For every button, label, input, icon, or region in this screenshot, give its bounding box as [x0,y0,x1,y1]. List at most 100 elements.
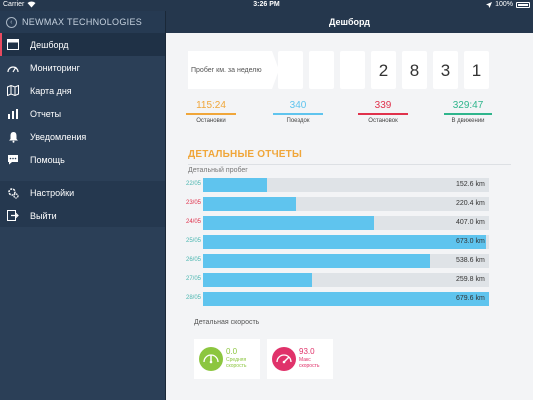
stat-value: 339 [374,100,392,111]
mileage-value: 679.6 km [456,295,485,302]
map-icon [7,85,19,97]
sidebar-secondary-group: Настройки Выйти [0,181,165,227]
mileage-row[interactable]: 22/05 152.6 km [186,178,489,192]
chat-icon [7,154,19,166]
sidebar-item-reports[interactable]: Отчеты [0,102,165,125]
mileage-date: 22/05 [186,181,202,187]
mileage-date: 23/05 [186,200,202,206]
sidebar-item-monitoring[interactable]: Мониторинг [0,56,165,79]
gauge-label: Макс скорость [299,357,319,369]
sidebar-item-settings[interactable]: Настройки [0,181,165,204]
back-icon[interactable]: ‹ [6,16,17,28]
mileage-bar [203,273,313,287]
sidebar-item-label: Выйти [30,210,57,221]
sidebar-item-label: Карта дня [30,85,72,96]
gauge-label-line: Средняя [226,357,247,363]
mileage-value: 673.0 km [456,238,485,245]
company-name: NEWMAX TECHNOLOGIES [22,17,143,27]
speedometer-icon [199,347,223,371]
location-icon [486,1,493,8]
mileage-date: 28/05 [186,295,202,301]
sidebar-item-label: Дешборд [30,39,69,50]
mileage-date: 24/05 [186,219,202,225]
odometer-label: Пробег км. за неделю [188,51,272,89]
stat-value: 340 [289,100,307,111]
monitoring-icon [7,62,19,74]
stat-underline [273,113,323,115]
wifi-icon [27,1,36,8]
gauge-value: 0.0 [226,347,238,356]
odometer-label-arrow [272,51,279,89]
sidebar-item-label: Уведомления [30,131,87,142]
stat-value: 115:24 [196,100,226,111]
menu-separator [0,171,165,181]
gauge-label-line: Макс [299,357,311,363]
page-title: Дешборд [166,11,533,33]
status-time: 3:26 PM [253,1,280,8]
battery-icon [516,1,530,8]
gauge-label-line: скорость [299,363,320,369]
stat-label: Остановки [196,118,226,124]
odometer-digit: 1 [464,51,489,89]
speedometer-icon [272,347,296,371]
gear-icon [7,187,19,199]
max-speed-card[interactable]: 93.0 Макс скорость [267,339,333,379]
dashboard-icon [7,39,19,51]
mileage-row[interactable]: 25/05 673.0 km [186,235,489,249]
stat-stops-count: 339 Остановок [358,100,408,124]
stat-underline [358,113,408,115]
mileage-value: 407.0 km [456,219,485,226]
gauge-label-line: скорость [226,363,247,369]
stat-underline [444,113,492,115]
carrier-label: Carrier [3,1,25,8]
avg-speed-card[interactable]: 0.0 Средняя скорость [194,339,260,379]
divider [188,164,511,165]
stat-trips: 340 Поездок [273,100,323,124]
status-bar: Carrier 3:26 PM 100% [0,0,533,11]
odometer-digit [340,51,365,89]
sidebar-item-dashboard[interactable]: Дешборд [0,33,165,56]
odometer-digit: 3 [433,51,458,89]
odometer-digit: 2 [371,51,396,89]
battery-label: 100% [495,1,513,8]
stat-value: 329:47 [452,100,484,111]
sidebar-item-help[interactable]: Помощь [0,148,165,171]
mileage-bar [203,216,375,230]
sidebar-item-logout[interactable]: Выйти [0,204,165,227]
mileage-bar [203,254,430,268]
mileage-row[interactable]: 28/05 679.6 km [186,292,489,306]
mileage-bar [203,235,487,249]
gauge-value: 93.0 [299,347,315,356]
mileage-row[interactable]: 27/05 259.8 km [186,273,489,287]
mileage-date: 25/05 [186,238,202,244]
bell-icon [7,131,19,143]
mileage-date: 26/05 [186,257,202,263]
sidebar-item-notifications[interactable]: Уведомления [0,125,165,148]
detailed-mileage-title: Детальный пробег [188,167,248,174]
odometer-digit [309,51,334,89]
stat-label: Остановок [368,118,398,124]
odometer-digit: 8 [402,51,427,89]
mileage-bar [203,178,268,192]
mileage-row[interactable]: 26/05 538.6 km [186,254,489,268]
sidebar-item-label: Настройки [30,187,75,198]
sidebar: ‹ NEWMAX TECHNOLOGIES Дешборд Мониторинг… [0,11,166,400]
gauge-label: Средняя скорость [226,357,246,369]
detailed-speed-title: Детальная скорость [194,319,260,326]
detailed-reports-title: ДЕТАЛЬНЫЕ ОТЧЕТЫ [188,149,302,160]
mileage-track [203,178,489,192]
logout-icon [7,210,19,222]
sidebar-item-day-map[interactable]: Карта дня [0,79,165,102]
reports-icon [7,108,19,120]
sidebar-item-label: Помощь [30,154,65,165]
mileage-value: 538.6 km [456,257,485,264]
mileage-row[interactable]: 23/05 220.4 km [186,197,489,211]
mileage-value: 259.8 km [456,276,485,283]
mileage-value: 152.6 km [456,181,485,188]
mileage-value: 220.4 km [456,200,485,207]
sidebar-header: ‹ NEWMAX TECHNOLOGIES [0,11,165,33]
mileage-row[interactable]: 24/05 407.0 km [186,216,489,230]
stat-moving-time: 329:47 В движении [444,100,492,124]
sidebar-item-label: Отчеты [30,108,62,119]
sidebar-item-label: Мониторинг [30,62,80,73]
